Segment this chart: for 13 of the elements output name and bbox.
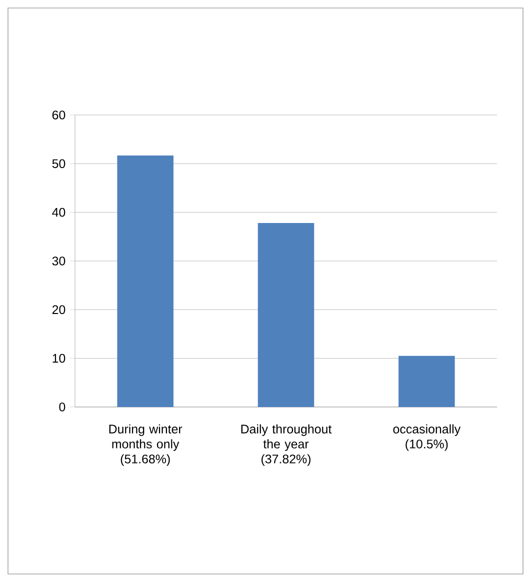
y-tick-label: 60 [52,110,66,120]
x-tick-label: occasionally (10.5%) [393,424,461,451]
y-tick-label: 40 [52,208,66,217]
bar [258,222,314,407]
y-tick-label: 10 [52,354,66,363]
y-tick-label: 0 [59,402,66,412]
y-tick-label: 30 [52,256,66,266]
y-tick-label: 20 [52,305,66,314]
x-tick-label: During winter months only (51.68%) [109,424,182,466]
bar [117,155,174,407]
bar [398,356,455,407]
x-tick-label: Daily throughout the year (37.82%) [241,424,332,466]
y-tick-label: 50 [52,159,66,168]
